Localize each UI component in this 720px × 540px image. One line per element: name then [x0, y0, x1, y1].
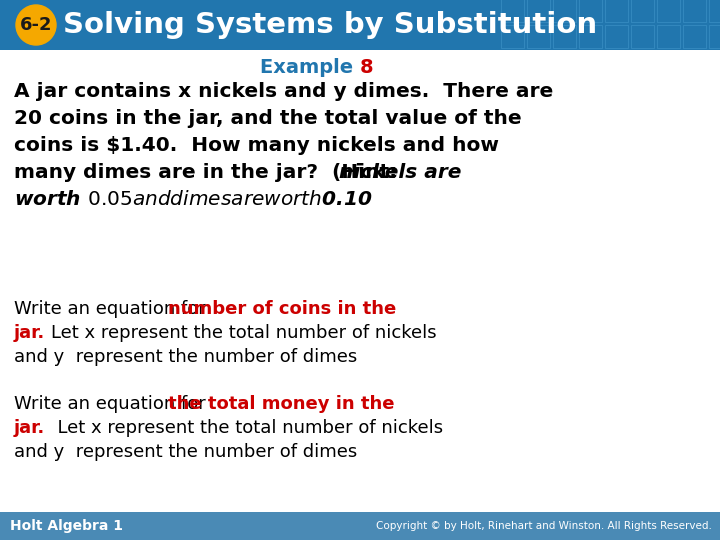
Text: Example: Example	[260, 58, 360, 77]
Text: Let x represent the total number of nickels: Let x represent the total number of nick…	[46, 419, 443, 437]
Text: and y  represent the number of dimes: and y represent the number of dimes	[14, 348, 357, 366]
Text: 6-2: 6-2	[19, 16, 53, 34]
Bar	[0, 0, 720, 50]
Text: jar.: jar.	[14, 324, 45, 342]
Text: many dimes are in the jar?  (Hint:: many dimes are in the jar? (Hint:	[14, 163, 411, 182]
Bar	[501, 0, 524, 22]
Bar	[605, 0, 628, 22]
Text: Holt Algebra 1: Holt Algebra 1	[10, 519, 123, 533]
Bar	[657, 25, 680, 48]
Bar	[683, 25, 706, 48]
Text: and y  represent the number of dimes: and y represent the number of dimes	[14, 443, 357, 461]
Bar	[527, 25, 550, 48]
Text: 8: 8	[360, 58, 374, 77]
Bar	[605, 25, 628, 48]
Text: Copyright © by Holt, Rinehart and Winston. All Rights Reserved.: Copyright © by Holt, Rinehart and Winsto…	[376, 521, 712, 531]
Bar	[553, 0, 576, 22]
Text: jar.: jar.	[14, 419, 45, 437]
Text: worth $0.05 and dimes are worth $0.10: worth $0.05 and dimes are worth $0.10	[14, 190, 372, 209]
Bar	[657, 0, 680, 22]
Bar	[631, 25, 654, 48]
Bar	[501, 25, 524, 48]
Text: A jar contains x nickels and y dimes.  There are: A jar contains x nickels and y dimes. Th…	[14, 82, 553, 101]
Bar	[553, 25, 576, 48]
Text: Write an equation for: Write an equation for	[14, 300, 212, 318]
Bar	[631, 0, 654, 22]
Bar	[579, 0, 602, 22]
Text: Solving Systems by Substitution: Solving Systems by Substitution	[63, 11, 597, 39]
Bar	[683, 0, 706, 22]
Circle shape	[16, 5, 56, 45]
Bar	[709, 0, 720, 22]
Text: number of coins in the: number of coins in the	[168, 300, 396, 318]
Text: coins is $1.40.  How many nickels and how: coins is $1.40. How many nickels and how	[14, 136, 499, 155]
Text: the total money in the: the total money in the	[168, 395, 395, 413]
Bar	[0, 512, 720, 540]
Bar	[527, 0, 550, 22]
Text: 20 coins in the jar, and the total value of the: 20 coins in the jar, and the total value…	[14, 109, 521, 128]
Bar	[579, 25, 602, 48]
Bar	[709, 25, 720, 48]
Text: Let x represent the total number of nickels: Let x represent the total number of nick…	[51, 324, 436, 342]
Text: nickels are: nickels are	[339, 163, 462, 182]
Text: Write an equation for: Write an equation for	[14, 395, 212, 413]
